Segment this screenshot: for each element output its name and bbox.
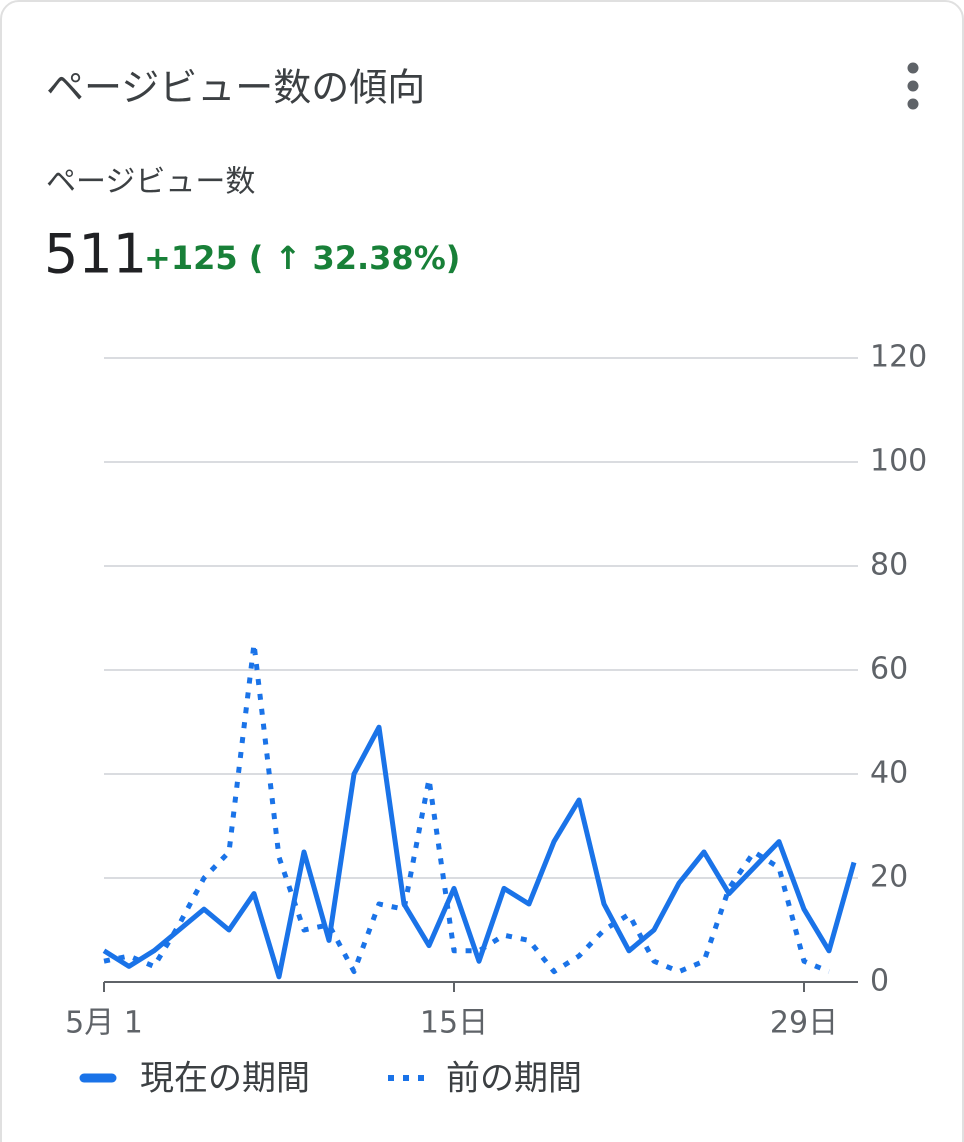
legend-label[interactable]: 現在の期間 [140, 1059, 310, 1099]
series-line [103, 641, 830, 975]
menu-dot [907, 62, 919, 74]
y-tick-label: 20 [870, 860, 908, 895]
metric-value: 511 [44, 223, 147, 286]
metric-label: ページビュー数 [46, 165, 255, 200]
y-tick-label: 80 [870, 548, 908, 583]
plot: 0 20 40 60 80 100 120 5月 1 15日 29日 [65, 340, 927, 1041]
y-tick-label: 40 [870, 756, 908, 791]
series-line [102, 724, 857, 980]
y-tick-label: 60 [870, 652, 908, 687]
x-tick-label: 5月 1 [65, 1006, 143, 1041]
x-tick-label: 29日 [770, 1006, 838, 1041]
y-tick-label: 100 [870, 444, 927, 479]
card-title: ページビュー数の傾向 [46, 66, 425, 110]
y-tick-label: 0 [870, 964, 889, 999]
metric-change: +125 ( ↑ 32.38%) [144, 239, 460, 277]
menu-dot [907, 98, 919, 110]
menu-dot [907, 80, 919, 92]
y-tick-label: 120 [870, 340, 927, 375]
x-tick-label: 15日 [420, 1006, 488, 1041]
legend-label[interactable]: 前の期間 [446, 1059, 582, 1099]
more-menu[interactable] [907, 62, 919, 110]
